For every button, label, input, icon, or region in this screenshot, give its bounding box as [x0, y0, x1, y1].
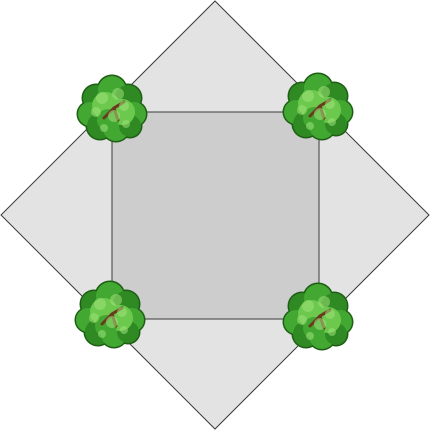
tree-icon: [282, 72, 354, 141]
inner-square-plaza: [111, 111, 320, 320]
trees-layer: [74, 72, 354, 351]
tree-icon: [74, 280, 146, 349]
tree-icon: [282, 282, 354, 351]
tree-icon: [76, 74, 148, 143]
